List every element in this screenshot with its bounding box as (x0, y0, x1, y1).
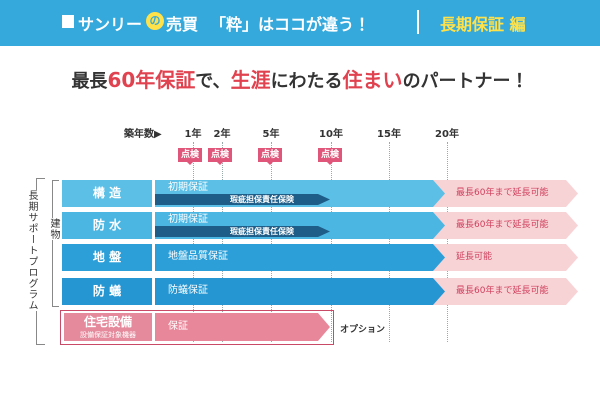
year-label: 5年 (262, 129, 280, 140)
divider (417, 10, 419, 34)
insurance-bar: 瑕疵担保責任保険 (155, 226, 330, 237)
headline-part: で、 (195, 71, 231, 92)
guarantee-arrow (155, 278, 445, 305)
guarantee-arrow (155, 244, 445, 271)
headline-emphasis: 住まい (342, 68, 403, 92)
timeline-label: 築年数▶ (124, 129, 162, 140)
row-label: 構 造 (62, 180, 152, 207)
extension-arrow: 最長60年まで延長可能 (432, 180, 578, 207)
equipment-frame (60, 310, 334, 345)
inspection-badge: 点検 (208, 148, 232, 165)
year-label: 20年 (435, 129, 459, 140)
year-label: 15年 (377, 129, 401, 140)
equipment-label-box (64, 313, 152, 341)
brand-icon (62, 15, 74, 28)
equipment-label: 住宅設備 (83, 315, 132, 329)
headline-part: のパートナー！ (402, 71, 529, 92)
equipment-sublabel: 設備保証対象機器 (80, 331, 136, 339)
building-label: 建物 (46, 218, 61, 240)
headline: 最長60年保証で、生涯にわたる住まいのパートナー！ (0, 64, 600, 93)
equipment-arrow (155, 313, 330, 341)
headline-emphasis: 生涯 (230, 68, 271, 92)
inspection-badge: 点検 (318, 148, 342, 165)
extension-arrow: 最長60年まで延長可能 (432, 278, 578, 305)
guarantee-text: 初期保証 (168, 214, 208, 225)
year-label: 2年 (213, 129, 231, 140)
row-label: 地 盤 (62, 244, 152, 271)
tagline: 「粋」はココが違う！ (210, 15, 371, 34)
year-line (271, 142, 272, 342)
year-line (193, 142, 194, 342)
insurance-bar: 瑕疵担保責任保険 (155, 194, 330, 205)
inspection-badge: 点検 (178, 148, 202, 165)
header-band (0, 0, 600, 46)
headline-emphasis: 60年保証 (107, 68, 196, 92)
year-line (222, 142, 223, 342)
guarantee-text: 地盤品質保証 (168, 251, 228, 262)
brand-suffix: 売買 (166, 15, 199, 34)
brand-mark: の (146, 12, 164, 30)
extension-arrow: 延長可能 (432, 244, 578, 271)
year-line (389, 142, 390, 342)
option-label: オプション (340, 325, 386, 335)
guarantee-text: 保証 (168, 321, 188, 332)
headline-part: 最長 (71, 71, 108, 92)
year-line (331, 142, 332, 342)
program-label: 長期サポートプログラム (24, 190, 39, 311)
headline-part: にわたる (270, 71, 343, 92)
guarantee-text: 初期保証 (168, 182, 208, 193)
guarantee-text: 防蟻保証 (168, 285, 208, 296)
building-bracket (52, 180, 59, 307)
row-label: 防 蟻 (62, 278, 152, 305)
section-title: 長期保証 編 (440, 15, 526, 34)
brand: サンリー (78, 15, 143, 34)
inspection-badge: 点検 (258, 148, 282, 165)
year-line (447, 142, 448, 342)
extension-arrow: 最長60年まで延長可能 (432, 212, 578, 239)
row-label: 防 水 (62, 212, 152, 239)
year-label: 10年 (319, 129, 343, 140)
year-label: 1年 (184, 129, 202, 140)
